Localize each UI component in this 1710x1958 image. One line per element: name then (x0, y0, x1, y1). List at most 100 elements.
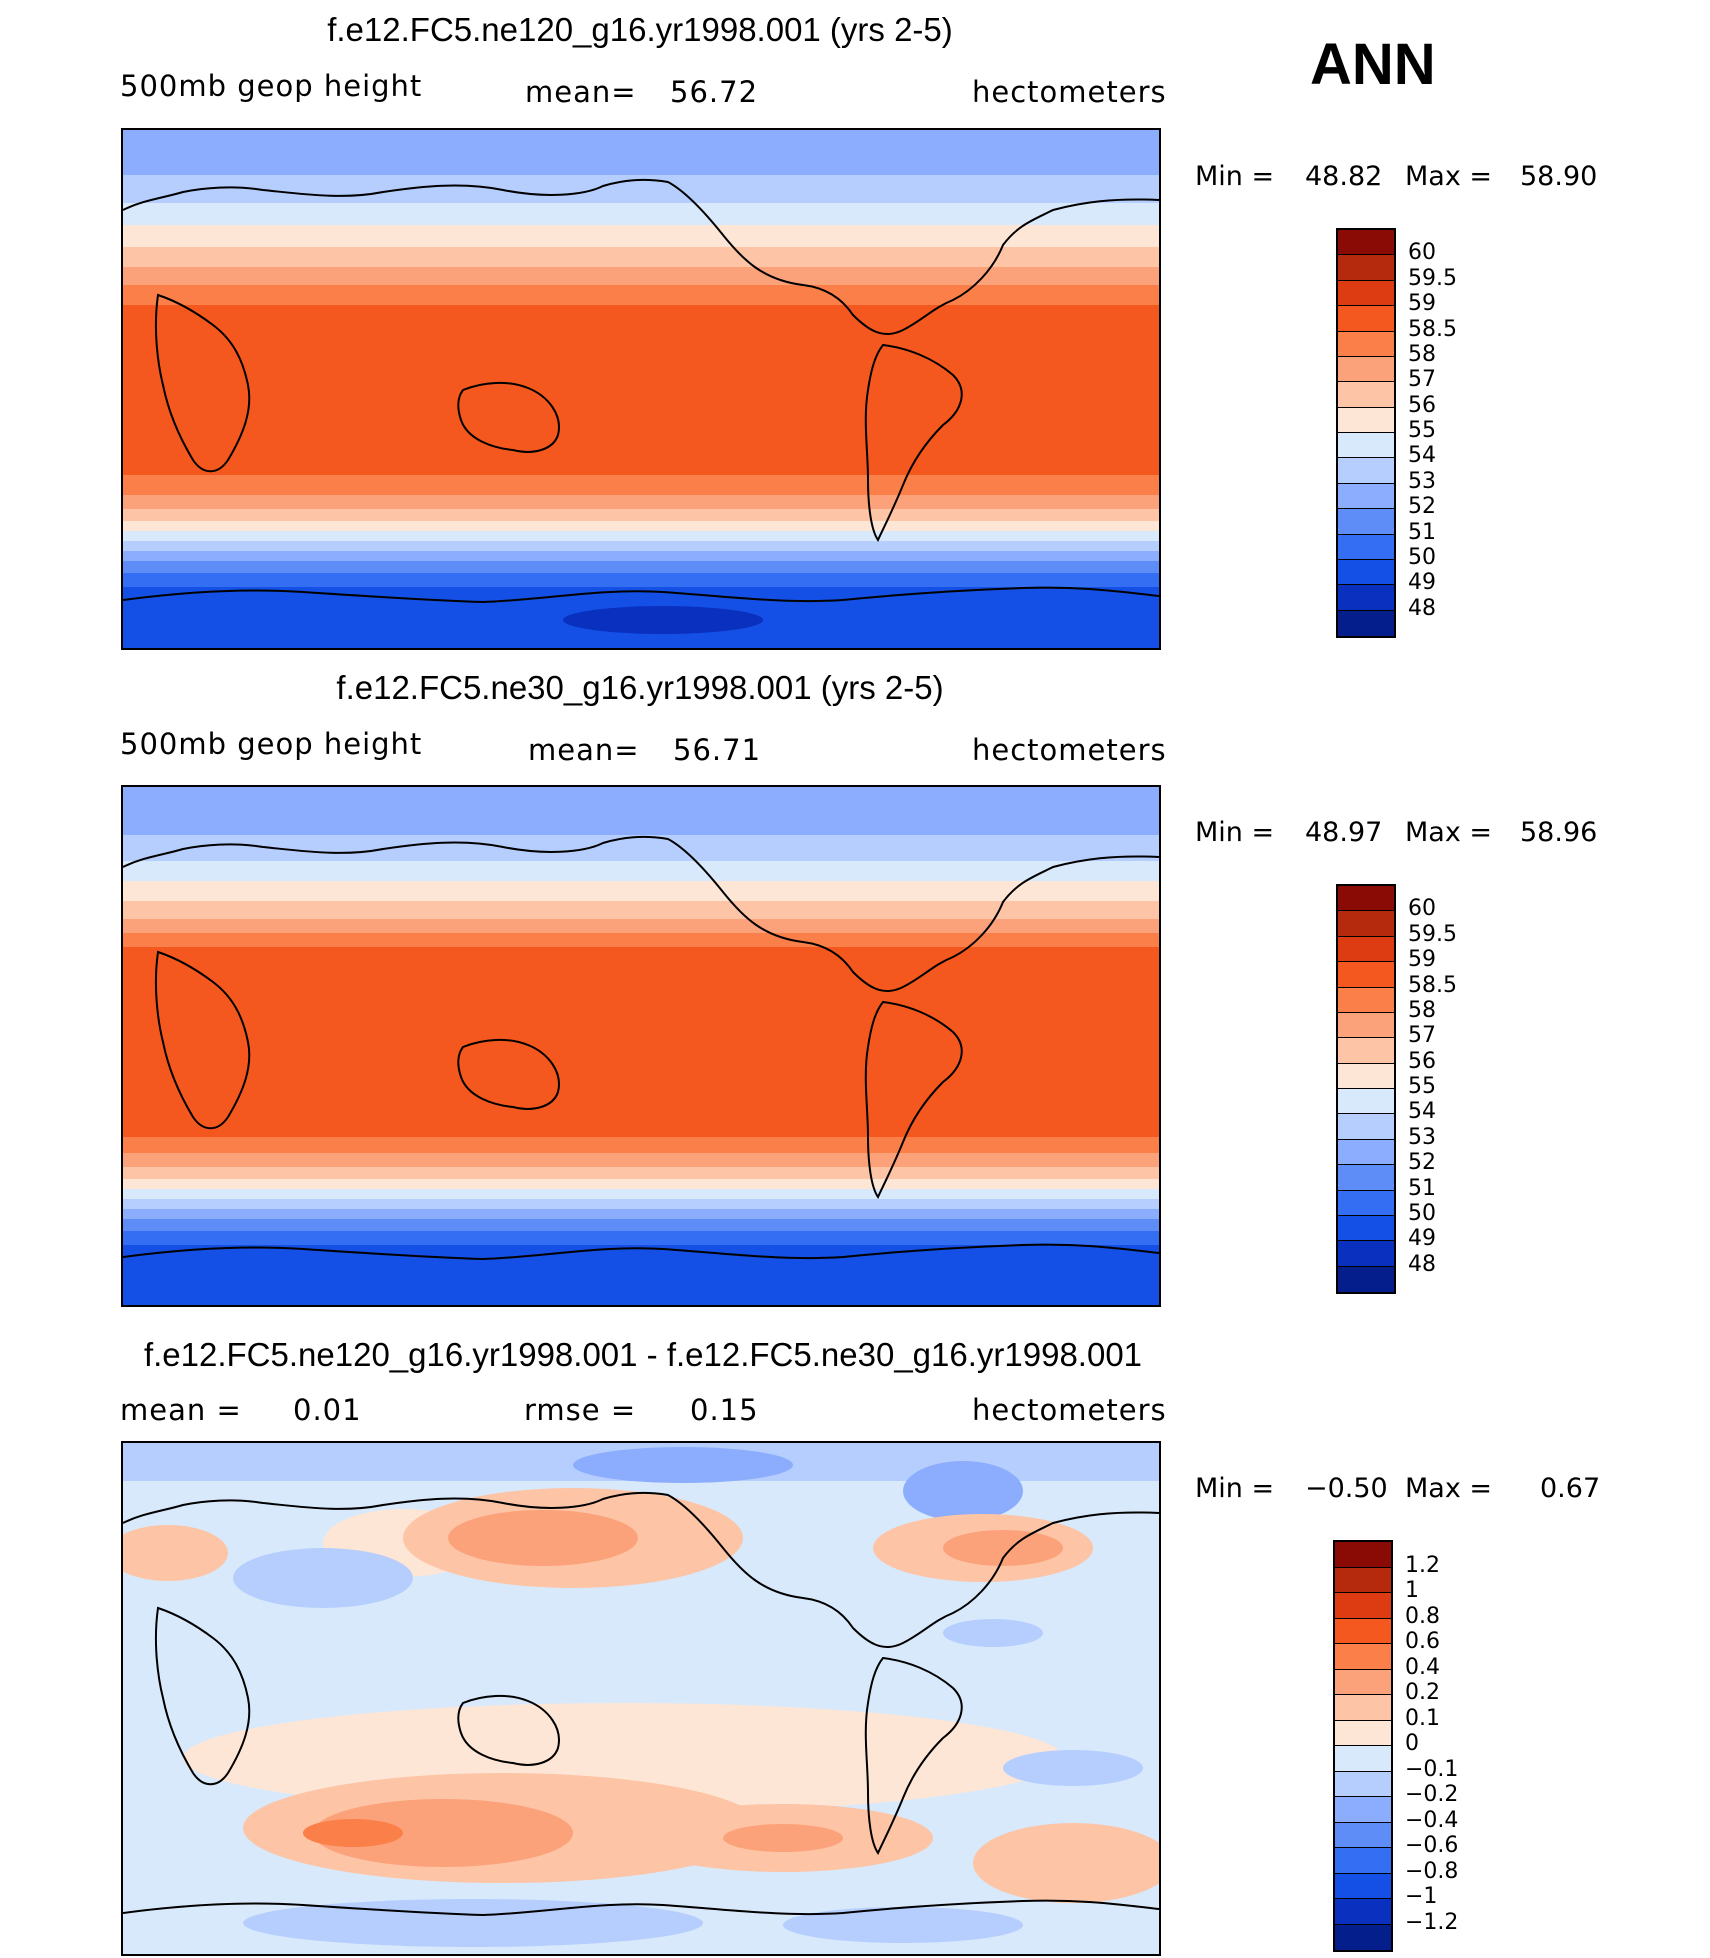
colorbar-segment (1335, 1644, 1391, 1670)
colorbar-segment (1335, 1873, 1391, 1899)
panel-3-max-label: Max = (1405, 1473, 1493, 1504)
colorbar-segment (1338, 534, 1394, 560)
colorbar-segment (1335, 1567, 1391, 1593)
colorbar-label: 58 (1408, 997, 1436, 1023)
colorbar-label: −0.2 (1405, 1782, 1459, 1807)
panel-2-max-value: 58.96 (1520, 817, 1598, 848)
colorbar-label: 60 (1408, 240, 1436, 266)
colorbar-segment (1338, 356, 1394, 383)
africa-coastline (154, 293, 251, 473)
colorbar-segment (1338, 331, 1394, 357)
panel-2-colorbar (1336, 884, 1396, 1294)
colorbar-segment (1338, 255, 1394, 281)
colorbar-segment (1338, 962, 1394, 988)
colorbar-label: 0 (1405, 1731, 1419, 1756)
northern-continents-coastline (123, 835, 1159, 992)
anomaly-positive (313, 1799, 573, 1867)
anomaly-positive (943, 1530, 1063, 1566)
colorbar-segment (1338, 987, 1394, 1013)
panel-2-mean-value: 56.71 (673, 733, 762, 767)
colorbar-label: 48 (1408, 1251, 1436, 1277)
colorbar-label: 59.5 (1408, 921, 1457, 947)
australia-coastline (457, 1694, 560, 1766)
band (123, 203, 1159, 225)
band (123, 933, 1159, 947)
northern-continents-coastline (123, 1491, 1159, 1648)
colorbar-label: 54 (1408, 443, 1436, 469)
panel-2-min-label: Min = (1195, 817, 1275, 848)
colorbar-segment (1338, 1063, 1394, 1089)
south-america-coastline (864, 1000, 963, 1199)
antarctic-low (563, 606, 763, 634)
colorbar-label: 56 (1408, 1048, 1436, 1074)
panel-1-min-label: Min = (1195, 161, 1275, 192)
colorbar-label: −0.4 (1405, 1807, 1459, 1833)
colorbar-label: 52 (1408, 494, 1436, 520)
panel-1-min-value: 48.82 (1305, 161, 1383, 192)
colorbar-segment (1335, 1822, 1391, 1848)
band (123, 475, 1159, 495)
colorbar-label: 49 (1408, 570, 1436, 596)
colorbar-segment (1338, 1114, 1394, 1140)
colorbar-label: 0.6 (1405, 1629, 1440, 1654)
colorbar-segment (1335, 1618, 1391, 1644)
colorbar-label: 59 (1408, 947, 1436, 973)
band (123, 1209, 1159, 1219)
south-america-coastline (864, 1656, 963, 1855)
colorbar-segment (1338, 585, 1394, 611)
colorbar-segment (1338, 1190, 1394, 1216)
colorbar-segment (1335, 1720, 1391, 1746)
colorbar-segment (1338, 911, 1394, 937)
panel-3-mean-value: 0.01 (293, 1393, 362, 1427)
panel-1-colorbar-labels: 60 59.5 59 58.5 58 57 56 55 54 53 52 51 50 49 48 (1408, 228, 1508, 638)
band (123, 1219, 1159, 1231)
panel-2-max-label: Max = (1405, 817, 1493, 848)
south-america-coastline (864, 343, 963, 542)
colorbar-label: 51 (1408, 519, 1436, 545)
colorbar-segment (1335, 1669, 1391, 1695)
panel-3-rmse-value: 0.15 (690, 1393, 759, 1427)
panel-1-mean-label: mean= (525, 75, 637, 109)
colorbar-label: 1.2 (1405, 1552, 1440, 1578)
colorbar-label: −0.6 (1405, 1833, 1459, 1858)
colorbar-label: 57 (1408, 367, 1436, 393)
colorbar-label: −0.1 (1405, 1756, 1459, 1782)
anomaly-negative (943, 1619, 1043, 1647)
arctic-low (573, 1447, 793, 1483)
colorbar-segment (1338, 1165, 1394, 1191)
panel-1-units: hectometers (972, 75, 1167, 109)
anomaly-positive (723, 1824, 843, 1852)
antarctic-negative (243, 1899, 703, 1947)
colorbar-segment (1335, 1924, 1391, 1950)
band (123, 919, 1159, 933)
colorbar-label: 50 (1408, 1200, 1436, 1226)
colorbar-label: 55 (1408, 418, 1436, 443)
band (123, 495, 1159, 509)
panel-2-mean-label: mean= (528, 733, 640, 767)
panel-3-min-label: Min = (1195, 1473, 1275, 1504)
colorbar-label: 53 (1408, 468, 1436, 494)
antarctica-coastline (123, 586, 1159, 604)
colorbar-label: 49 (1408, 1226, 1436, 1252)
band (123, 861, 1159, 881)
band (123, 531, 1159, 541)
colorbar-segment (1338, 936, 1394, 963)
colorbar-segment (1338, 280, 1394, 307)
band (123, 509, 1159, 521)
band (123, 561, 1159, 573)
band (123, 267, 1159, 285)
season-label: ANN (1310, 32, 1436, 97)
panel-3-title: f.e12.FC5.ne120_g16.yr1998.001 - f.e12.F… (143, 1336, 1143, 1373)
colorbar-label: 59 (1408, 291, 1436, 317)
band (123, 225, 1159, 247)
colorbar-segment (1338, 509, 1394, 535)
anomaly-positive (448, 1510, 638, 1566)
band (123, 1153, 1159, 1167)
panel-1-max-label: Max = (1405, 161, 1493, 192)
colorbar-segment (1338, 1012, 1394, 1039)
colorbar-segment (1338, 1266, 1394, 1292)
colorbar-label: 0.2 (1405, 1680, 1440, 1705)
polar-south-band (123, 1245, 1159, 1305)
northern-continents-coastline (123, 178, 1159, 335)
colorbar-segment (1338, 458, 1394, 484)
